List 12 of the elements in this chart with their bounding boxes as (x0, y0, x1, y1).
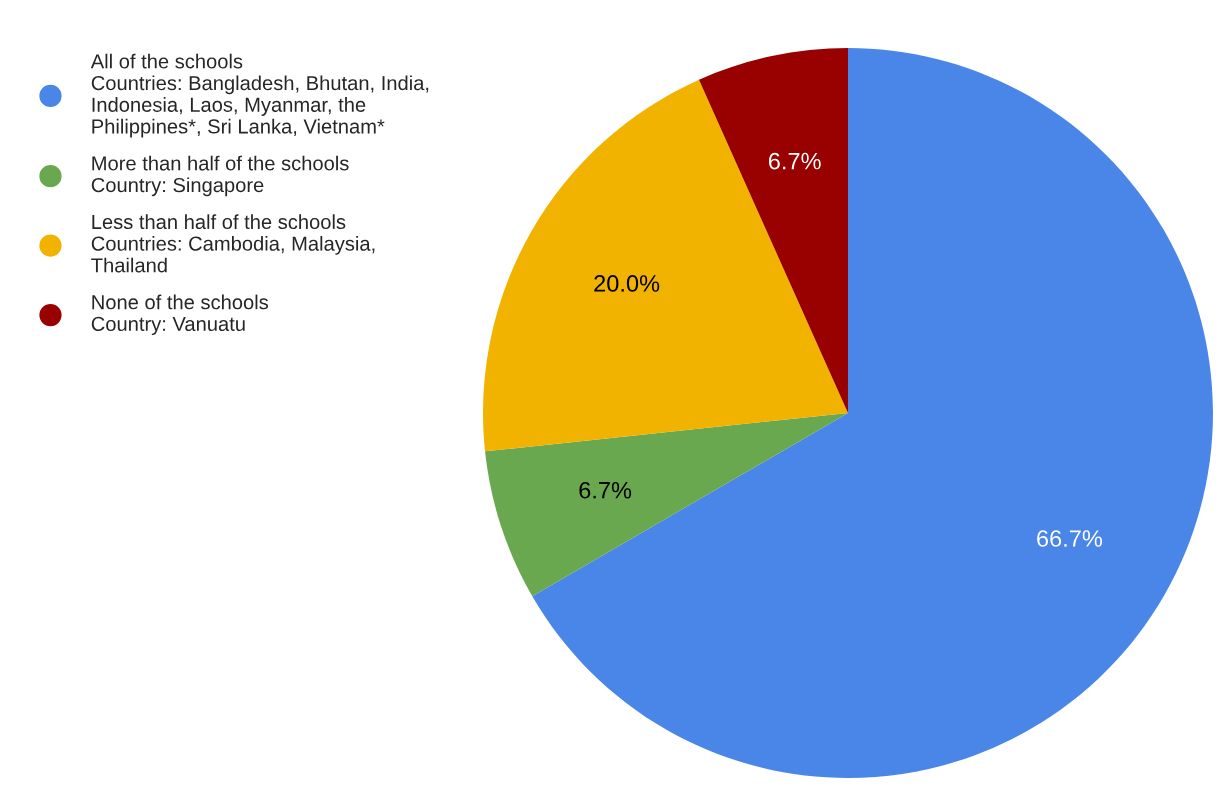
data-label: 6.7% (579, 481, 632, 499)
pie-slice (485, 413, 848, 597)
legend-label: All of the schools Countries: Bangladesh, Bhutan, India, Indonesia, Laos, Myanmar, the Philippines*, Sri Lanka, Vietnam* (90, 53, 429, 138)
legend-label: More than half of the schools Country: Singapore (91, 155, 349, 197)
pie-slice (532, 48, 1213, 778)
legend-label: Less than half of the schools Countries: Cambodia, Malaysia, Thailand (91, 214, 375, 273)
data-label: 66.7% (1037, 530, 1103, 547)
data-label: 20.0% (594, 275, 660, 292)
data-label: 6.7% (768, 152, 821, 170)
legend-label: None of the schools Country: Vanuatu (91, 294, 269, 336)
pie-slice (483, 79, 848, 452)
pie-slice (698, 48, 848, 413)
